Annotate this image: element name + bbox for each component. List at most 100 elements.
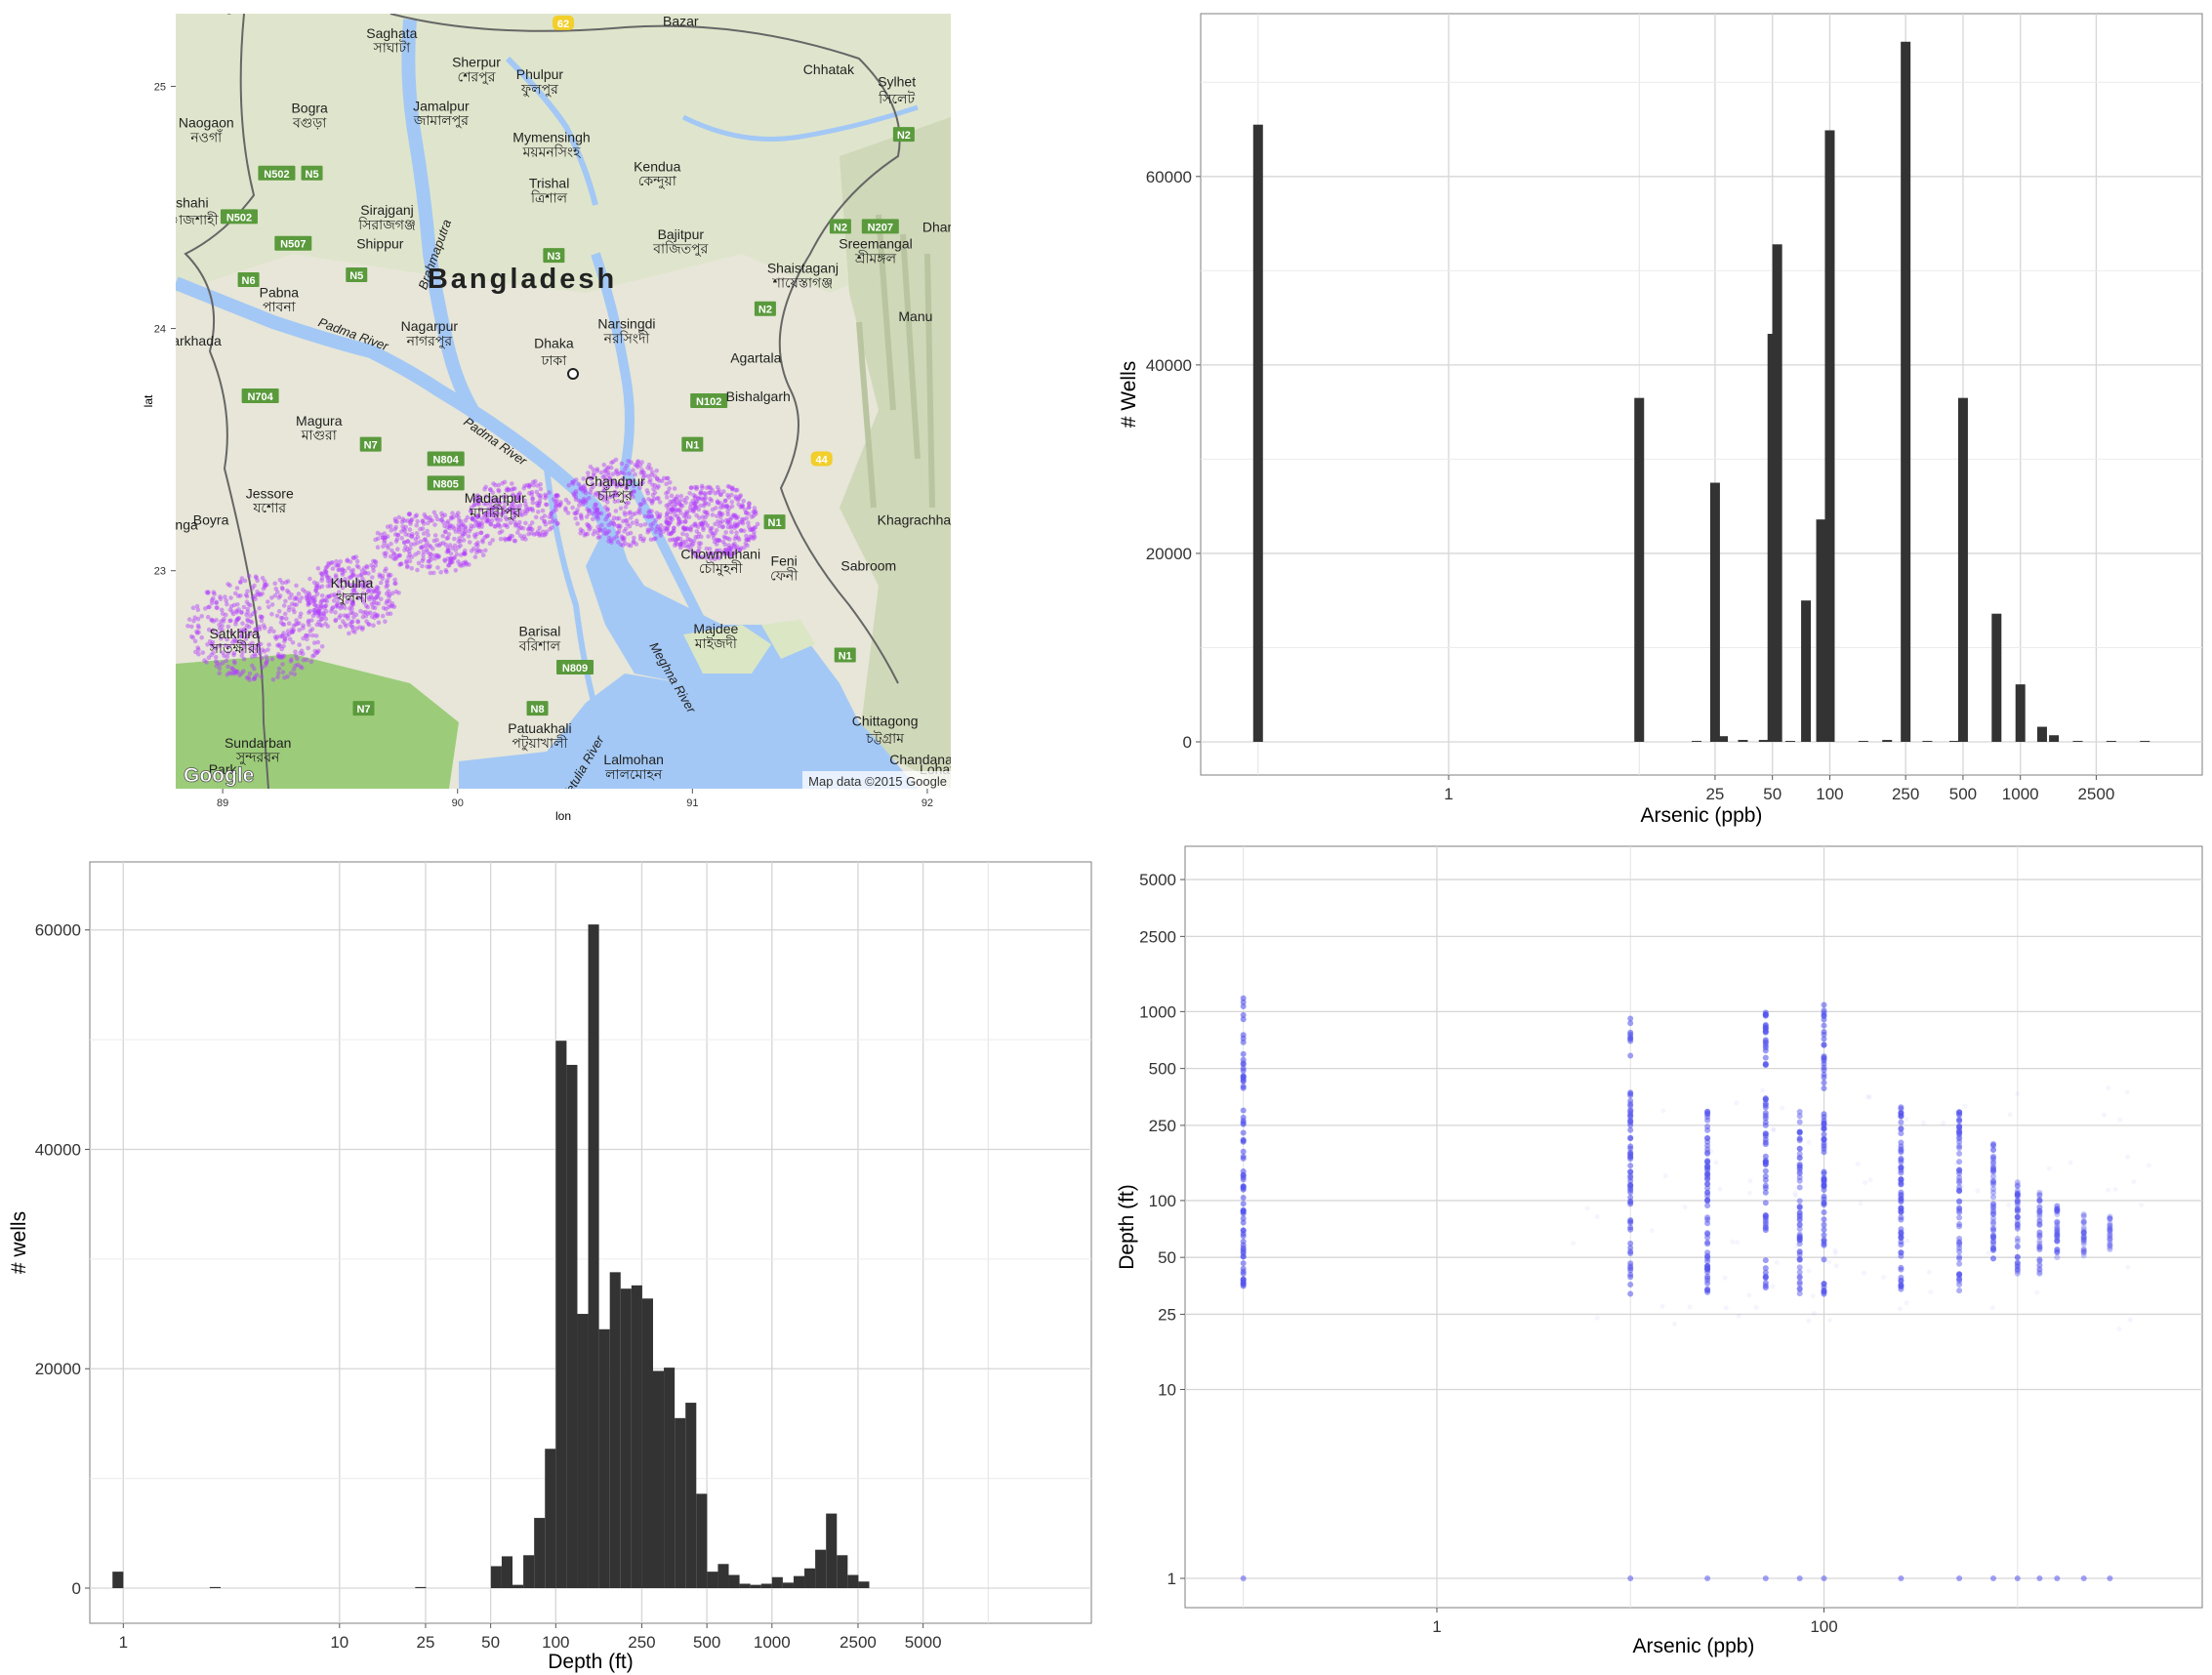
well-point	[308, 659, 314, 665]
well-point	[591, 532, 596, 537]
place-label: Magura	[296, 413, 343, 429]
well-point	[624, 482, 630, 488]
well-point	[439, 511, 444, 516]
well-point	[490, 490, 496, 495]
well-point	[606, 511, 612, 517]
well-point	[237, 673, 242, 678]
well-point	[277, 577, 283, 583]
scatter-point	[2054, 1219, 2061, 1226]
well-point	[594, 510, 599, 515]
well-point	[250, 595, 256, 600]
well-point	[409, 534, 414, 540]
well-point	[677, 542, 683, 548]
well-point	[729, 546, 734, 552]
well-point	[654, 526, 659, 532]
road-shield-label: N6	[242, 275, 256, 287]
well-point	[725, 517, 731, 523]
well-point	[307, 629, 313, 633]
well-point	[696, 554, 702, 560]
well-point	[318, 605, 323, 611]
well-point	[290, 640, 296, 645]
well-point	[632, 489, 637, 494]
well-point	[314, 622, 320, 628]
well-point	[236, 607, 241, 612]
well-point	[743, 507, 748, 512]
place-label: Chowmuhani	[680, 546, 760, 561]
scatter-point	[1898, 1179, 1905, 1186]
well-point	[612, 499, 618, 505]
road-shield-label: N5	[306, 169, 319, 181]
well-point	[347, 631, 351, 636]
well-point	[311, 653, 317, 658]
well-point	[733, 496, 739, 501]
well-point	[501, 510, 506, 515]
well-point	[651, 536, 657, 542]
well-point	[381, 605, 387, 611]
scatter-point	[1753, 1304, 1759, 1310]
well-point	[708, 485, 714, 491]
well-point	[382, 531, 388, 536]
scatter-point	[1627, 1029, 1634, 1036]
well-point	[295, 596, 300, 601]
well-point	[396, 591, 401, 595]
scatter-point	[1821, 1176, 1827, 1183]
well-point	[434, 516, 440, 522]
well-point	[638, 470, 643, 475]
well-point	[625, 531, 631, 537]
well-point	[478, 507, 484, 512]
well-point	[259, 618, 265, 624]
well-point	[301, 635, 306, 641]
well-point	[401, 540, 407, 546]
well-point	[627, 471, 632, 476]
scatter-point	[1821, 1114, 1827, 1121]
well-point	[258, 650, 263, 656]
well-point	[523, 537, 528, 542]
well-point	[656, 484, 661, 489]
place-label: চৌমুহনী	[699, 560, 744, 576]
well-point	[404, 564, 410, 570]
well-point	[301, 587, 306, 592]
x-tick-label: 1	[119, 1633, 128, 1652]
scatter-point	[1864, 1094, 1870, 1100]
well-point	[738, 505, 743, 510]
depth-bar	[555, 1041, 567, 1588]
well-point	[440, 533, 446, 539]
well-point	[626, 479, 632, 485]
well-point	[696, 496, 702, 501]
well-point	[233, 622, 238, 627]
well-point	[573, 495, 579, 500]
well-point	[266, 642, 271, 647]
scatter-y-axis-title: Depth (ft)	[1116, 1184, 1138, 1270]
well-point	[415, 541, 420, 546]
scatter-point	[2036, 1269, 2043, 1276]
well-point	[338, 559, 344, 564]
well-point	[223, 643, 228, 648]
well-point	[246, 674, 251, 680]
well-point	[375, 612, 381, 618]
well-point	[678, 511, 683, 515]
arsenic-bar	[1824, 130, 1835, 743]
scatter-point	[1762, 1167, 1769, 1174]
scatter-point	[1867, 1177, 1873, 1183]
well-point	[473, 519, 479, 525]
well-point	[452, 536, 457, 542]
well-point	[192, 638, 198, 644]
well-point	[474, 494, 480, 499]
well-point	[238, 628, 244, 633]
well-point	[506, 536, 512, 542]
well-point	[367, 622, 372, 628]
well-point	[232, 671, 237, 676]
well-point	[370, 595, 375, 600]
well-point	[503, 537, 509, 543]
scatter-point	[1240, 1065, 1247, 1072]
scatter-point	[1821, 1007, 1827, 1014]
scatter-point	[2054, 1575, 2061, 1581]
well-point	[668, 538, 673, 543]
scatter-point	[1240, 999, 1247, 1005]
well-point	[729, 504, 735, 510]
scatter-point	[1956, 1166, 1963, 1173]
scatter-point	[1796, 1198, 1803, 1205]
well-point	[628, 510, 633, 514]
well-point	[617, 470, 623, 476]
well-point	[602, 527, 607, 532]
